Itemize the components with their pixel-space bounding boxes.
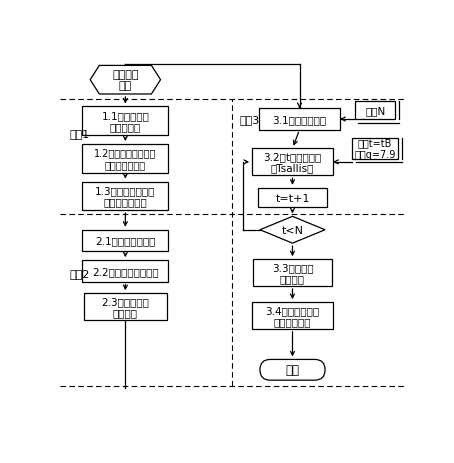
Text: 2.3边界情况的
高差计算: 2.3边界情况的 高差计算 — [101, 296, 149, 318]
Text: t=t+1: t=t+1 — [275, 193, 310, 203]
Text: 步骤1: 步骤1 — [69, 129, 89, 139]
Bar — [355, 101, 395, 120]
Bar — [82, 261, 168, 282]
Text: 3.4滤波分离地面
与非地面点云: 3.4滤波分离地面 与非地面点云 — [266, 305, 320, 326]
Polygon shape — [90, 66, 161, 95]
Text: 步骤2: 步骤2 — [69, 268, 89, 278]
Text: 设定t=tB
设定q=7.9: 设定t=tB 设定q=7.9 — [355, 138, 396, 160]
Bar — [82, 230, 168, 252]
Bar — [82, 182, 168, 211]
Bar — [82, 144, 168, 173]
Bar — [82, 107, 168, 136]
FancyBboxPatch shape — [260, 360, 325, 380]
Text: 2.2计算点云数据高差: 2.2计算点云数据高差 — [92, 266, 159, 276]
Text: 步骤3: 步骤3 — [240, 115, 260, 125]
Bar — [253, 260, 332, 287]
Text: t<N: t<N — [281, 225, 303, 235]
Text: 结束: 结束 — [286, 363, 300, 376]
Polygon shape — [260, 217, 325, 244]
Text: 3.1点云高差统计: 3.1点云高差统计 — [272, 115, 326, 125]
Bar — [252, 302, 333, 329]
Bar — [352, 138, 398, 159]
Text: 1.2搜索每个格网中点
云的最小高程点: 1.2搜索每个格网中点 云的最小高程点 — [94, 148, 157, 170]
Text: 1.1点云数据平
面格网分割: 1.1点云数据平 面格网分割 — [101, 111, 149, 132]
Text: 3.3最大熵的
优化计算: 3.3最大熵的 优化计算 — [271, 262, 313, 284]
Text: 1.3初始地面点的不
规则三角网构建: 1.3初始地面点的不 规则三角网构建 — [95, 186, 156, 207]
Text: 设定N: 设定N — [365, 106, 385, 116]
Bar — [84, 294, 167, 320]
Text: 2.1内插地面高程值: 2.1内插地面高程值 — [95, 236, 156, 246]
Bar — [258, 188, 327, 208]
Bar — [252, 149, 333, 176]
Text: 3.2以t为分离点计
算Tsallis熵: 3.2以t为分离点计 算Tsallis熵 — [263, 152, 321, 173]
Text: 点云数据
加载: 点云数据 加载 — [112, 70, 138, 91]
Bar — [259, 109, 340, 131]
